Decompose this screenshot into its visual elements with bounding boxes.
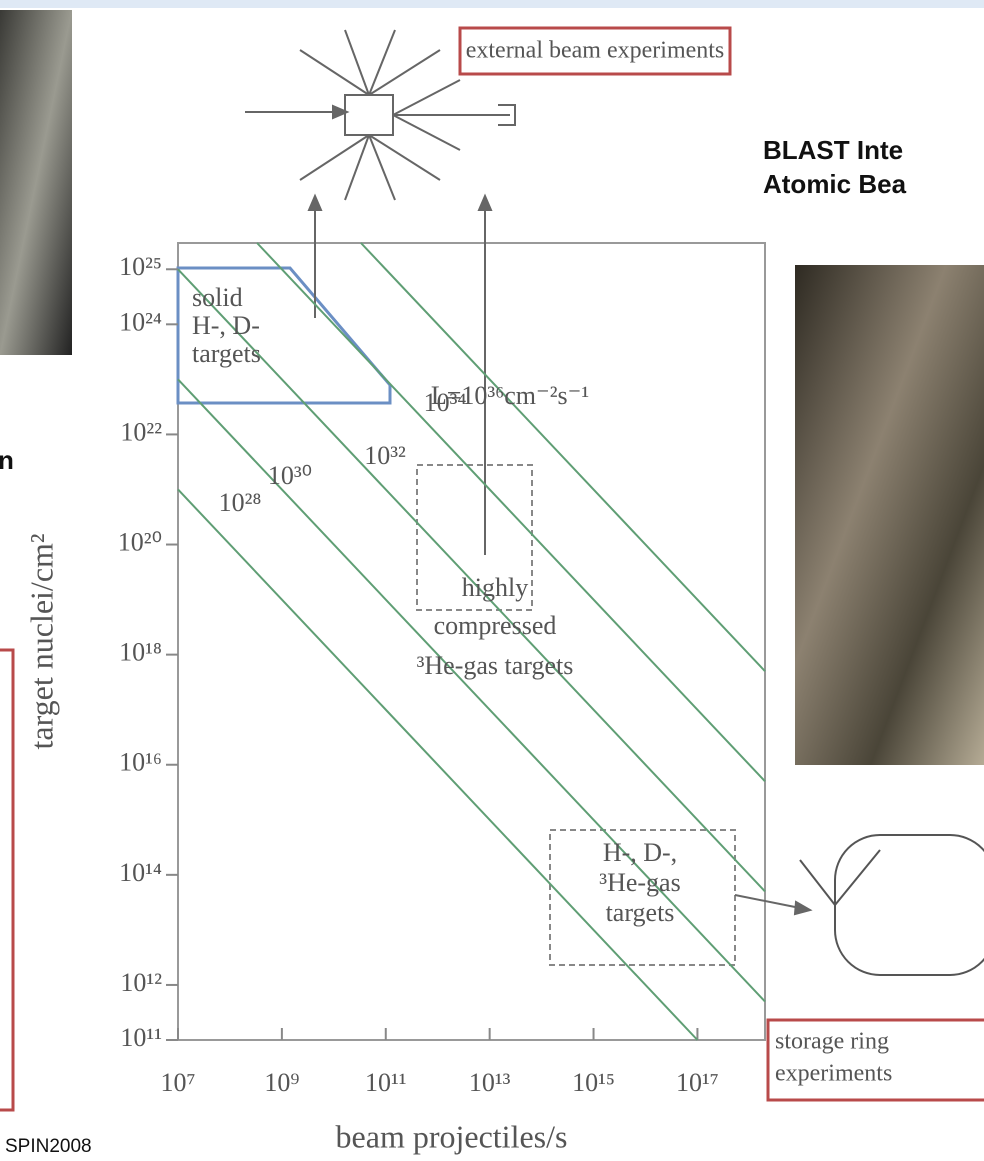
caption: Atomic Bea [763,169,907,199]
annotation: H-, D- [192,311,260,340]
y-tick-label: 10²⁰ [118,527,162,556]
annotation: targets [606,898,675,927]
annotation: H-, D-, [603,838,677,867]
annotation: highly [462,573,528,602]
y-tick-label: 10²⁵ [119,252,162,281]
frame [0,648,15,1112]
x-tick-label: 10⁹ [264,1068,299,1097]
annotation: storage ring [775,1029,889,1055]
y-tick-label: 10¹⁶ [119,748,162,777]
y-tick-label: 10¹⁸ [119,638,162,667]
label-box [766,1018,984,1102]
annotation: solid [192,283,243,312]
annotation: targets [192,339,261,368]
line-label: 10³⁴ [424,388,467,417]
caption: BLAST Inte [763,135,903,165]
arrows [245,104,813,916]
x-tick-label: 10⁷ [160,1068,195,1097]
x-tick-label: 10¹⁷ [676,1068,719,1097]
annotation: experiments [775,1061,892,1087]
y-tick-label: 10¹² [120,968,162,997]
annotation: ³He-gas [599,868,680,897]
y-axis-label: target nuclei/cm² [23,533,59,749]
line-label: 10³² [364,441,406,470]
lum-line [256,242,766,782]
lum-line [177,378,766,1003]
top-strip [0,0,984,8]
lum-line [177,488,699,1041]
line-label: 10²⁸ [219,488,262,517]
footer: SPIN2008 [5,1136,92,1157]
line-label: 10³⁰ [268,461,312,490]
x-tick-label: 10¹⁵ [572,1068,615,1097]
lum-line [360,242,766,672]
label-box [458,26,732,76]
annotation: ³He-gas targets [417,651,574,680]
lum-line [177,268,766,893]
y-tick-label: 10¹¹ [120,1023,162,1052]
annotation: compressed [434,611,557,640]
y-tick-label: 10²⁴ [119,307,162,336]
plot-frame [177,242,766,1041]
external-icon [299,29,516,201]
annotation: external beam experiments [466,38,725,64]
y-tick-label: 10²² [120,417,162,446]
fragment: n [0,445,14,475]
y-tick-label: 10¹⁴ [119,858,162,887]
x-tick-label: 10¹³ [469,1068,511,1097]
photo [795,265,984,765]
x-tick-label: 10¹¹ [365,1068,407,1097]
photo [0,10,72,355]
line-label: L=10³⁶cm⁻²s⁻¹ [431,381,589,410]
ring-icon [799,834,984,976]
gas-region [549,829,736,966]
x-axis-label: beam projectiles/s [336,1118,568,1154]
